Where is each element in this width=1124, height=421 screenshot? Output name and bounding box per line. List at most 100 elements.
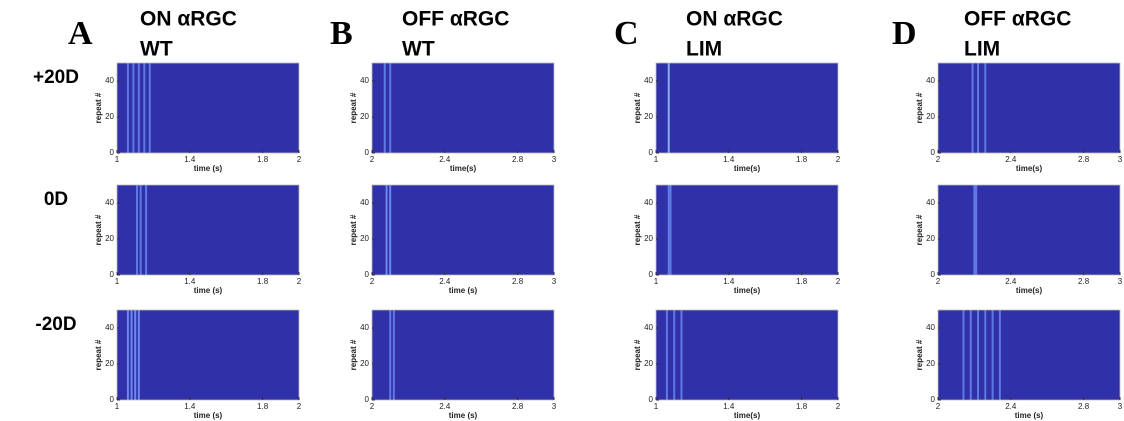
plot-frame	[371, 184, 555, 276]
spike-stripe	[389, 310, 392, 400]
x-axis-label: time(s)	[734, 286, 761, 295]
x-tick-label: 1.4	[723, 155, 735, 164]
plot-frame	[655, 309, 839, 401]
y-tick-label: 20	[926, 359, 935, 368]
spike-stripe	[669, 185, 672, 275]
x-tick-label: 2.8	[512, 402, 524, 411]
y-tick-label: 40	[105, 323, 114, 332]
y-tick-label: 20	[360, 112, 369, 121]
y-tick-label: 40	[926, 323, 935, 332]
spike-stripe	[991, 310, 994, 400]
x-tick-label: 2	[370, 277, 375, 286]
panel-title: ON αRGC	[686, 8, 783, 31]
spike-stripe	[973, 185, 976, 275]
y-tick-label: 20	[360, 359, 369, 368]
x-tick-label: 1.8	[796, 277, 808, 286]
y-tick-label: 40	[644, 323, 653, 332]
spike-stripe	[984, 310, 987, 400]
x-tick-label: 2.8	[1078, 402, 1090, 411]
x-tick-label: 3	[552, 402, 557, 411]
spike-stripe	[137, 63, 140, 153]
x-tick-label: 2.8	[1078, 277, 1090, 286]
y-axis-label: repeat #	[915, 339, 924, 370]
raster-background	[938, 63, 1120, 153]
spike-stripe	[971, 63, 974, 153]
plot-frame	[371, 309, 555, 401]
y-tick-label: 0	[649, 270, 654, 279]
y-tick-label: 20	[644, 234, 653, 243]
y-axis-label: repeat #	[94, 92, 103, 123]
x-axis-label: time(s)	[1016, 286, 1043, 295]
spike-stripe	[143, 63, 146, 153]
spike-stripe	[673, 310, 676, 400]
x-axis-label: time (s)	[449, 411, 478, 420]
spike-stripe	[969, 310, 972, 400]
x-tick-label: 2	[936, 402, 941, 411]
x-axis-label: time (s)	[194, 411, 223, 420]
x-tick-label: 3	[552, 155, 557, 164]
y-tick-label: 0	[110, 270, 115, 279]
x-tick-label: 2	[936, 277, 941, 286]
x-tick-label: 2	[370, 402, 375, 411]
y-axis-label: repeat #	[349, 214, 358, 245]
raster-background	[656, 185, 838, 275]
spike-stripe	[130, 310, 133, 400]
plot-frame	[937, 184, 1121, 276]
plot-frame	[655, 184, 839, 276]
x-axis-label: time (s)	[1015, 411, 1044, 420]
spike-stripe	[392, 310, 395, 400]
y-tick-label: 0	[365, 395, 370, 404]
y-axis-label: repeat #	[94, 214, 103, 245]
raster-background	[372, 310, 554, 400]
y-tick-label: 20	[926, 234, 935, 243]
x-tick-label: 3	[552, 277, 557, 286]
y-axis-label: repeat #	[349, 92, 358, 123]
spike-stripe	[665, 310, 668, 400]
panel-letter: D	[892, 15, 917, 52]
plot-frame	[937, 309, 1121, 401]
x-tick-label: 2	[297, 277, 302, 286]
y-tick-label: 20	[105, 359, 114, 368]
y-axis-label: repeat #	[915, 214, 924, 245]
x-tick-label: 2.8	[1078, 155, 1090, 164]
x-axis-label: time(s)	[450, 164, 477, 173]
y-tick-label: 40	[644, 76, 653, 85]
x-tick-label: 2.4	[439, 155, 451, 164]
panel-title: OFF αRGC	[402, 8, 509, 31]
raster-background	[938, 310, 1120, 400]
y-tick-label: 20	[360, 234, 369, 243]
spike-stripe	[148, 63, 151, 153]
panel-letter: B	[330, 15, 353, 52]
y-tick-label: 0	[110, 395, 115, 404]
x-tick-label: 1.8	[257, 155, 269, 164]
panel-title: ON αRGC	[140, 8, 237, 31]
raster-background	[117, 185, 299, 275]
plot-frame	[116, 62, 300, 154]
x-axis-label: time(s)	[1016, 164, 1043, 173]
x-tick-label: 1	[115, 277, 120, 286]
y-tick-label: 40	[360, 323, 369, 332]
x-tick-label: 2	[297, 402, 302, 411]
panel-title: WT	[402, 38, 435, 61]
y-tick-label: 0	[649, 395, 654, 404]
x-tick-label: 2.4	[439, 402, 451, 411]
y-tick-label: 40	[360, 198, 369, 207]
y-tick-label: 20	[644, 112, 653, 121]
x-tick-label: 1.8	[796, 155, 808, 164]
spike-stripe	[139, 185, 142, 275]
plot-frame	[116, 184, 300, 276]
y-tick-label: 40	[105, 198, 114, 207]
panel-letter: C	[614, 15, 639, 52]
y-axis-label: repeat #	[633, 339, 642, 370]
raster-background	[656, 63, 838, 153]
x-axis-label: time (s)	[194, 286, 223, 295]
y-tick-label: 0	[931, 270, 936, 279]
y-tick-label: 20	[105, 234, 114, 243]
panel-title: OFF αRGC	[964, 8, 1071, 31]
x-tick-label: 1.8	[796, 402, 808, 411]
x-tick-label: 1.8	[257, 277, 269, 286]
x-tick-label: 2	[836, 277, 841, 286]
x-tick-label: 2	[297, 155, 302, 164]
x-tick-label: 2	[836, 155, 841, 164]
spike-stripe	[975, 185, 978, 275]
